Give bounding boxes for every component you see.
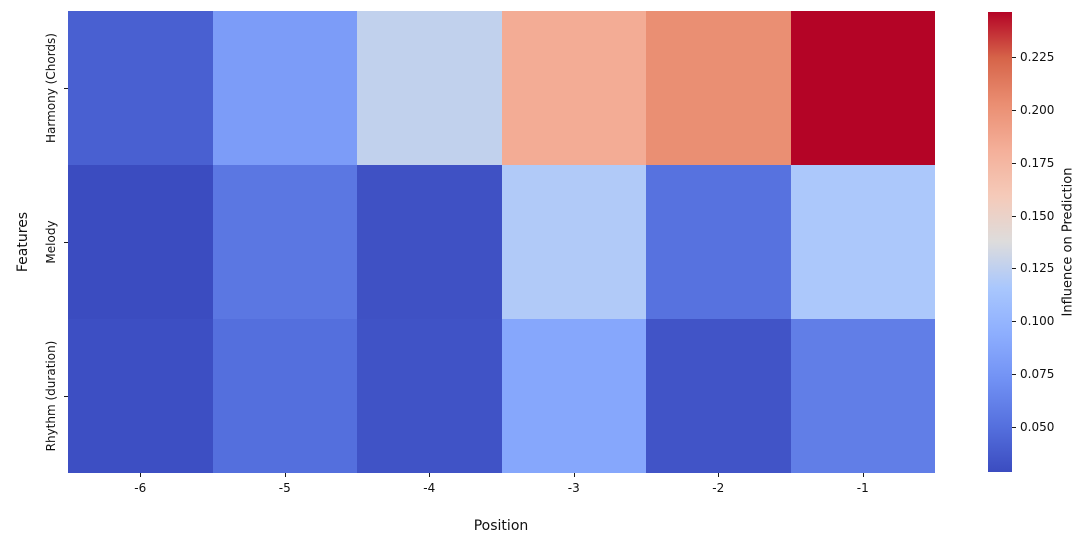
colorbar-tick-label: 0.100 <box>1020 314 1055 329</box>
colorbar-tick-label: 0.050 <box>1020 420 1055 435</box>
x-tick-label: -2 <box>712 481 725 495</box>
y-tick-label: Rhythm (duration) <box>44 340 58 452</box>
y-tick-mark <box>64 396 68 397</box>
x-tick-label: -5 <box>278 481 291 495</box>
colorbar-label: Influence on Prediction <box>1060 167 1076 317</box>
colorbar <box>988 12 1012 472</box>
heatmap-cell-r0-c2 <box>357 11 502 165</box>
colorbar-tick-label: 0.125 <box>1020 261 1055 276</box>
x-tick-mark <box>429 473 431 477</box>
colorbar-tick-label: 0.075 <box>1020 367 1055 382</box>
colorbar-tick-mark <box>1012 321 1016 323</box>
colorbar-tick-label: 0.150 <box>1020 208 1055 223</box>
heatmap-cell-r1-c2 <box>357 165 502 319</box>
heatmap-cell-r0-c0 <box>68 11 213 165</box>
heatmap-cell-r1-c1 <box>212 165 357 319</box>
colorbar-tick-mark <box>1012 268 1016 270</box>
colorbar-tick-mark <box>1012 374 1016 376</box>
colorbar-tick-mark <box>1012 215 1016 217</box>
x-tick-label: -4 <box>423 481 436 495</box>
colorbar-tick-label: 0.225 <box>1020 49 1055 64</box>
colorbar-tick-mark <box>1012 427 1016 429</box>
colorbar-tick-label: 0.175 <box>1020 155 1055 170</box>
x-tick-mark <box>284 473 286 477</box>
heatmap-cell-r0-c4 <box>646 11 791 165</box>
x-tick-mark <box>718 473 720 477</box>
x-tick-label: -1 <box>856 481 869 495</box>
heatmap-cell-r0-c1 <box>212 11 357 165</box>
heatmap-cell-r2-c0 <box>68 319 213 473</box>
heatmap-cell-r2-c2 <box>357 319 502 473</box>
colorbar-tick-mark <box>1012 56 1016 58</box>
x-tick-label: -6 <box>134 481 147 495</box>
y-tick-label: Harmony (Chords) <box>44 33 58 143</box>
y-axis-label: Features <box>15 211 31 273</box>
heatmap-cell-r0-c3 <box>501 11 646 165</box>
y-tick-mark <box>64 242 68 243</box>
x-tick-label: -3 <box>567 481 580 495</box>
heatmap-cell-r1-c5 <box>790 165 935 319</box>
x-tick-mark <box>140 473 142 477</box>
y-tick-mark <box>64 88 68 89</box>
heatmap-cell-r1-c0 <box>68 165 213 319</box>
heatmap-cell-r2-c3 <box>501 319 646 473</box>
x-axis-label: Position <box>473 518 529 534</box>
colorbar-tick-mark <box>1012 109 1016 111</box>
heatmap-cell-r1-c4 <box>646 165 791 319</box>
colorbar-tick-mark <box>1012 162 1016 164</box>
heatmap-cell-r2-c1 <box>212 319 357 473</box>
heatmap-cell-r2-c4 <box>646 319 791 473</box>
heatmap-cell-r1-c3 <box>501 165 646 319</box>
heatmap-grid <box>68 11 935 473</box>
x-tick-mark <box>862 473 864 477</box>
colorbar-tick-label: 0.200 <box>1020 102 1055 117</box>
y-tick-label: Melody <box>44 220 58 264</box>
x-tick-mark <box>573 473 575 477</box>
heatmap-cell-r2-c5 <box>790 319 935 473</box>
heatmap-cell-r0-c5 <box>790 11 935 165</box>
